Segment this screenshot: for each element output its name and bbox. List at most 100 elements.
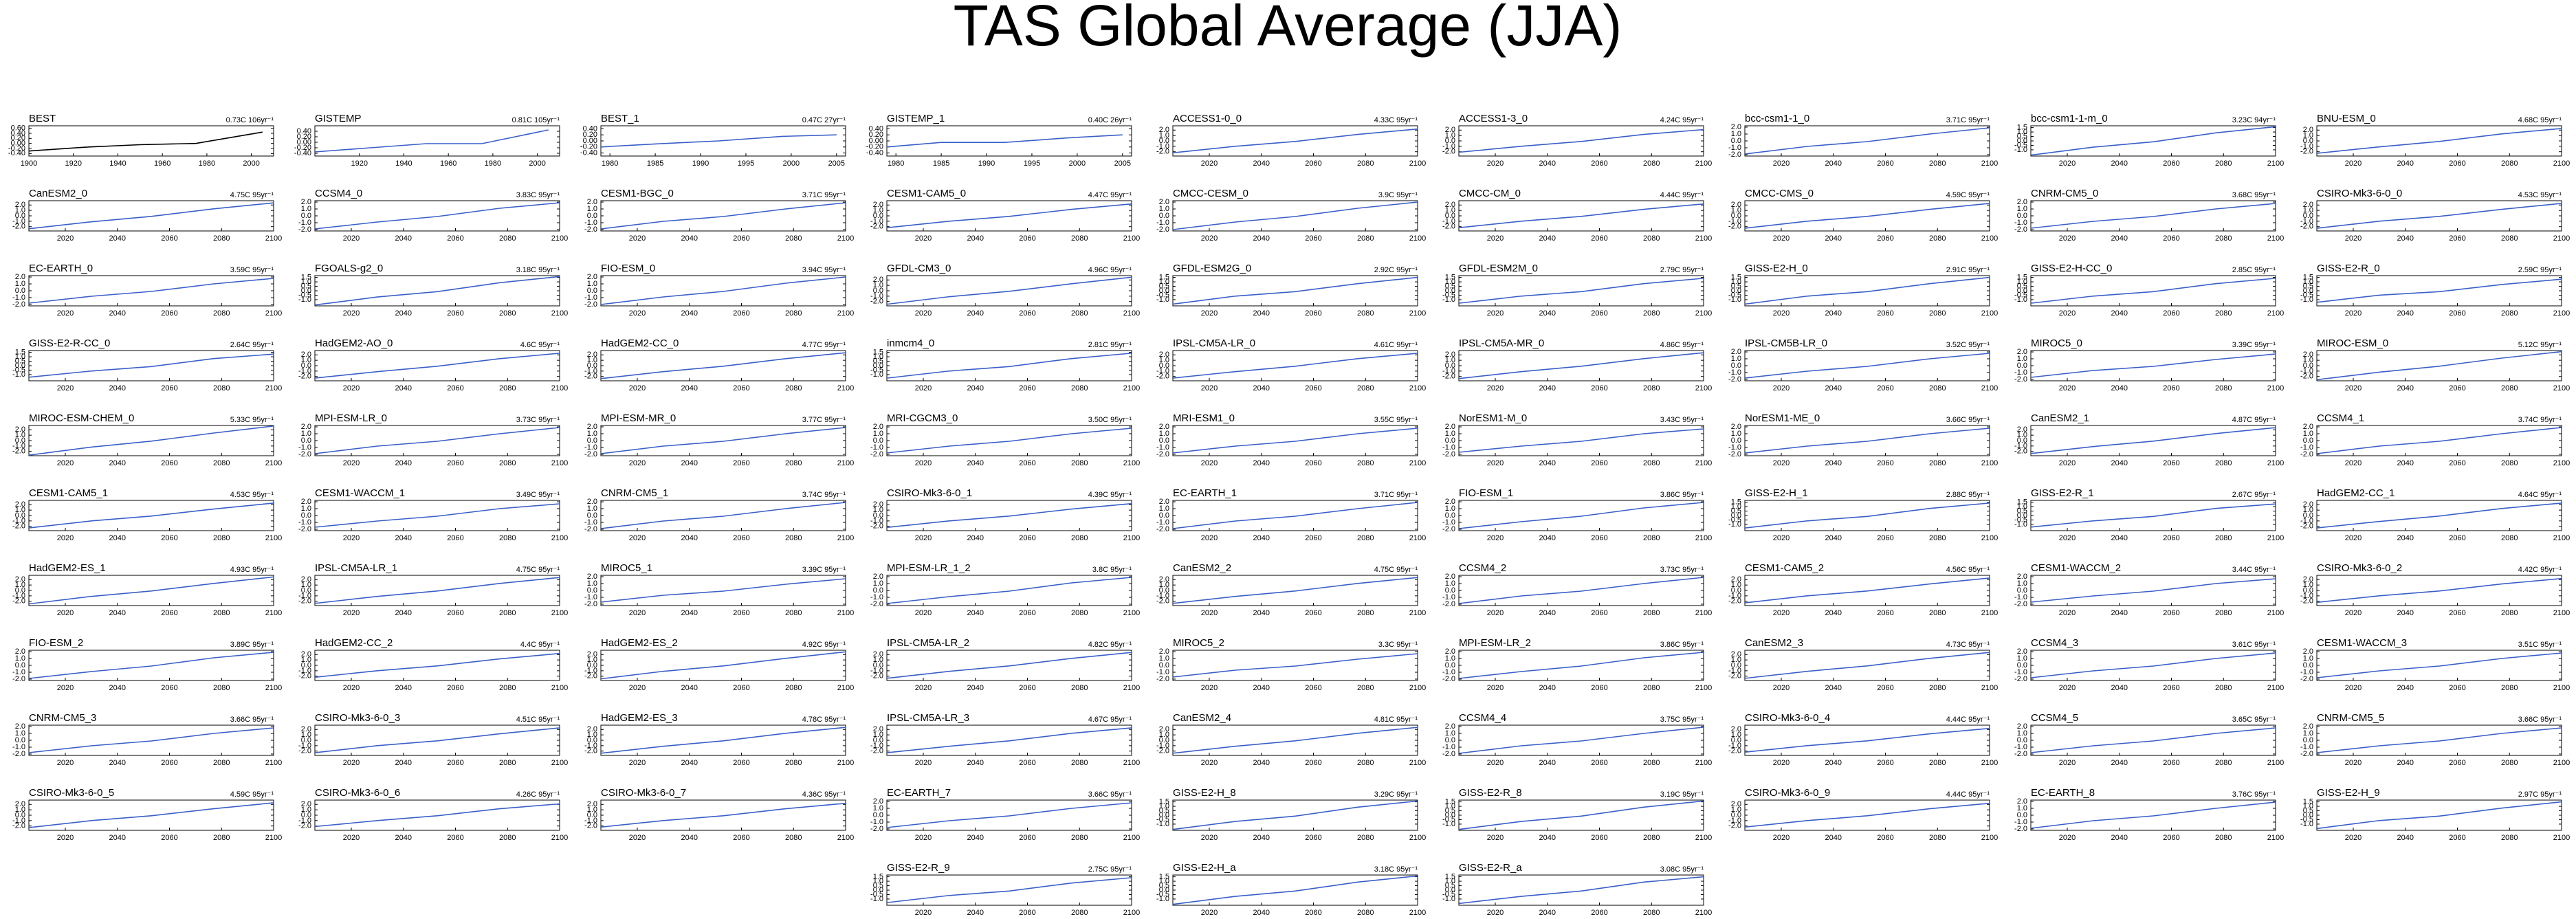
x-tick-label: 2100 bbox=[1981, 684, 1998, 692]
x-tick-label: 2020 bbox=[1201, 759, 1218, 767]
panel-annotation: 3.43C 95yr⁻¹ bbox=[1660, 416, 1704, 424]
panel-annotation: 2.91C 95yr⁻¹ bbox=[1946, 266, 1990, 274]
data-line bbox=[1172, 875, 1418, 905]
y-tick-label: 2.0 bbox=[1445, 423, 1455, 431]
y-tick-label: 2.0 bbox=[1445, 201, 1455, 209]
y-tick-label: -1.0 bbox=[12, 743, 25, 751]
y-tick-label: -1.0 bbox=[298, 667, 311, 675]
x-tick-label: 2080 bbox=[785, 309, 802, 318]
data-line bbox=[28, 802, 274, 828]
y-tick-label: -1.0 bbox=[1156, 219, 1169, 227]
y-tick-label: 2.0 bbox=[1445, 351, 1455, 359]
data-line bbox=[1744, 276, 1990, 305]
x-tick-label: 2040 bbox=[1825, 834, 1842, 842]
y-tick-label: 0.0 bbox=[587, 511, 597, 520]
x-tick-label: 2080 bbox=[1357, 159, 1374, 168]
x-tick-label: 2040 bbox=[2111, 159, 2128, 168]
y-tick-label: -2.0 bbox=[2300, 450, 2313, 458]
x-tick-label: 2040 bbox=[1539, 834, 1556, 842]
x-tick-label: 2060 bbox=[1591, 459, 1607, 467]
x-tick-label: 2100 bbox=[1409, 384, 1426, 392]
x-tick-label: 2100 bbox=[1123, 834, 1140, 842]
y-tick-label: 0.0 bbox=[587, 362, 597, 370]
x-tick-label: 2080 bbox=[1643, 234, 1660, 243]
y-tick-label: -2.0 bbox=[584, 225, 597, 234]
y-tick-label: -1.0 bbox=[1728, 443, 1741, 452]
panel-annotation: 3.73C 95yr⁻¹ bbox=[1660, 566, 1704, 574]
x-tick-label: 2100 bbox=[1695, 384, 1712, 392]
x-tick-label: 2040 bbox=[967, 234, 984, 243]
plot-frame bbox=[2030, 575, 2276, 606]
y-tick-label: 1.0 bbox=[2303, 802, 2313, 810]
y-tick-label: 1.0 bbox=[1445, 877, 1455, 885]
x-tick-label: 2100 bbox=[1123, 609, 1140, 617]
panel-annotation: 3.52C 95yr⁻¹ bbox=[1946, 341, 1990, 349]
y-tick-label: 2.0 bbox=[2303, 126, 2313, 134]
y-tick-label: -2.0 bbox=[1442, 525, 1455, 533]
x-tick-label: 2100 bbox=[265, 684, 282, 692]
y-tick-label: 0.5 bbox=[2017, 282, 2027, 290]
x-tick-label: 2100 bbox=[1409, 834, 1426, 842]
y-tick-label: -2.0 bbox=[1442, 450, 1455, 458]
x-tick-label: 2040 bbox=[1253, 759, 1270, 767]
x-tick-label: 2020 bbox=[1487, 309, 1504, 318]
y-tick-label: 1.0 bbox=[2017, 804, 2027, 812]
x-tick-label: 2080 bbox=[2215, 759, 2232, 767]
y-tick-label: -2.0 bbox=[298, 525, 311, 533]
panel-title: FGOALS-g2_0 bbox=[315, 263, 383, 274]
y-tick-label: -1.0 bbox=[1442, 217, 1455, 225]
x-tick-label: 2080 bbox=[2501, 609, 2518, 617]
x-tick-label: 2080 bbox=[2215, 609, 2232, 617]
y-tick-label: 1.0 bbox=[2017, 128, 2027, 136]
panel-annotation: 3.19C 95yr⁻¹ bbox=[1660, 790, 1704, 799]
x-tick-label: 2020 bbox=[1487, 234, 1504, 243]
data-line bbox=[2316, 577, 2562, 604]
plot-frame bbox=[28, 125, 274, 157]
y-tick-label: -2.0 bbox=[12, 447, 25, 456]
data-line bbox=[1458, 577, 1704, 604]
panel-title: GISS-E2-R_0 bbox=[2317, 263, 2380, 274]
data-line bbox=[1172, 800, 1418, 830]
y-tick-label: 1.0 bbox=[2303, 581, 2313, 589]
panel-title: CMCC-CM_0 bbox=[1459, 188, 1521, 199]
x-tick-label: 2040 bbox=[967, 384, 984, 392]
x-tick-label: 2100 bbox=[1981, 459, 1998, 467]
panel-title: CESM1-CAM5_2 bbox=[1745, 562, 1824, 574]
y-tick-label: 1.0 bbox=[15, 506, 25, 514]
x-tick-label: 2060 bbox=[2163, 534, 2179, 542]
plot-frame bbox=[2030, 500, 2276, 531]
x-tick-label: 2040 bbox=[1825, 309, 1842, 318]
x-tick-label: 2060 bbox=[1591, 909, 1607, 917]
y-tick-label: -1.0 bbox=[1728, 144, 1741, 152]
data-line bbox=[1172, 128, 1418, 154]
data-line bbox=[2030, 727, 2276, 753]
panel-title: CSIRO-Mk3-6-0_7 bbox=[601, 787, 686, 799]
x-tick-label: 2080 bbox=[1357, 759, 1374, 767]
x-tick-label: 2040 bbox=[967, 609, 984, 617]
y-tick-label: -1.0 bbox=[870, 742, 883, 750]
x-tick-label: 2000 bbox=[1069, 159, 1086, 168]
data-line bbox=[2316, 801, 2562, 830]
panel-annotation: 4.75C 95yr⁻¹ bbox=[516, 566, 560, 574]
y-tick-label: -1.0 bbox=[1156, 367, 1169, 375]
data-line bbox=[1172, 653, 1418, 678]
y-tick-label: -2.0 bbox=[1728, 375, 1741, 384]
data-line bbox=[314, 276, 560, 306]
y-tick-label: -1.0 bbox=[1442, 668, 1455, 676]
data-line bbox=[886, 353, 1132, 379]
x-tick-label: 2100 bbox=[1123, 459, 1140, 467]
y-tick-label: -2.0 bbox=[1156, 373, 1169, 381]
y-tick-label: 1.0 bbox=[1731, 731, 1741, 739]
panel-annotation: 3.83C 95yr⁻¹ bbox=[516, 191, 560, 199]
plot-frame bbox=[2030, 350, 2276, 381]
panel-annotation: 3.39C 95yr⁻¹ bbox=[2232, 341, 2276, 349]
x-tick-label: 2100 bbox=[2553, 684, 2570, 692]
panel-annotation: 3.86C 95yr⁻¹ bbox=[1660, 491, 1704, 499]
x-tick-label: 2060 bbox=[1019, 609, 1035, 617]
y-tick-label: 1.5 bbox=[1445, 273, 1455, 281]
panel-annotation: 3.61C 95yr⁻¹ bbox=[2232, 641, 2276, 649]
panel-annotation: 4.26C 95yr⁻¹ bbox=[516, 790, 560, 799]
panel-annotation: 4.53C 95yr⁻¹ bbox=[2518, 191, 2562, 199]
panel-title: CCSM4_4 bbox=[1459, 712, 1506, 724]
x-tick-label: 2040 bbox=[1825, 459, 1842, 467]
